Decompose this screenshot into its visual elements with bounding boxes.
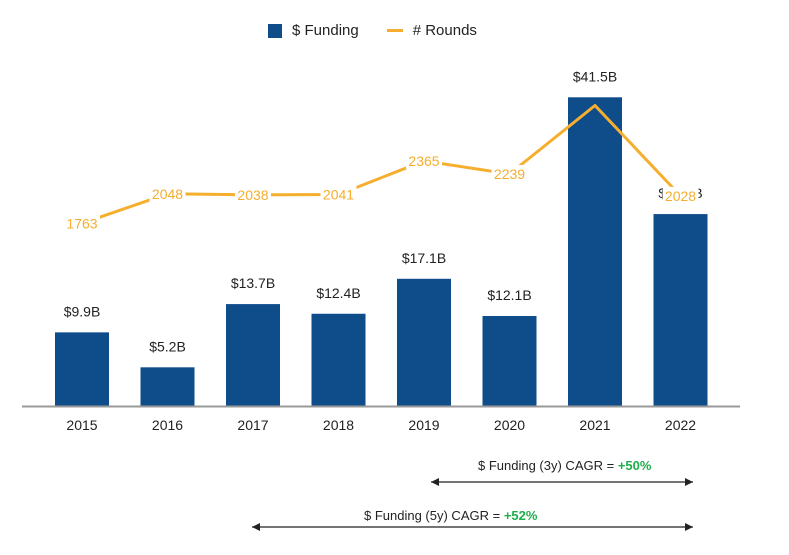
bar-2020 [482, 315, 537, 406]
line-label-2016: 2048 [152, 186, 183, 202]
line-label-bg-2020 [491, 164, 528, 182]
cagr-5y-arrow-head-left [252, 523, 260, 531]
line-label-2022: 2028 [665, 188, 696, 204]
cagr-5y-value: +52% [503, 508, 538, 523]
x-tick-label-2017: 2017 [237, 417, 268, 433]
x-tick-label-2016: 2016 [152, 417, 183, 433]
legend-item-rounds: # Rounds [386, 22, 477, 39]
cagr-3y-arrow-head-left [431, 478, 439, 486]
chart-legend: $ Funding # Rounds [268, 22, 505, 39]
cagr-5y-label: $ Funding (5y) CAGR = [364, 508, 504, 523]
cagr-3y-arrow-head-right [685, 478, 693, 486]
cagr-5y-annotation: $ Funding (5y) CAGR = +52% [364, 508, 537, 523]
x-tick-label-2018: 2018 [323, 417, 354, 433]
bar-2018 [311, 313, 366, 406]
bar-label-2017: $13.7B [231, 275, 275, 291]
cagr-3y-value: +50% [617, 458, 652, 473]
legend-swatch-rounds [386, 29, 403, 32]
bar-label-2020: $12.1B [487, 287, 531, 303]
cagr-3y-label: $ Funding (3y) CAGR = [478, 458, 618, 473]
line-label-2019: 2365 [408, 153, 439, 169]
x-tick-label-2022: 2022 [665, 417, 696, 433]
line-label-bg-2022 [662, 186, 699, 204]
x-tick-label-2021: 2021 [579, 417, 610, 433]
line-label-2017: 2038 [237, 187, 268, 203]
line-label-bg-2016 [149, 184, 186, 202]
bar-2019 [397, 278, 451, 406]
bar-label-2018: $12.4B [316, 285, 360, 301]
cagr-5y-arrow-head-right [685, 523, 693, 531]
line-label-2018: 2041 [323, 187, 354, 203]
bar-label-2021: $41.5B [573, 68, 617, 84]
bar-2022 [653, 214, 708, 406]
bar-label-2016: $5.2B [149, 338, 186, 354]
line-label-2020: 2239 [494, 166, 525, 182]
bar-2017 [226, 304, 280, 406]
legend-label-funding: $ Funding [292, 22, 359, 39]
bar-2015 [55, 332, 109, 406]
bar-label-2015: $9.9B [64, 303, 101, 319]
x-tick-label-2020: 2020 [494, 417, 525, 433]
line-label-bg-2015 [64, 214, 100, 232]
bar-2021 [568, 97, 622, 407]
bar-label-2019: $17.1B [402, 250, 446, 266]
line-label-bg-2017 [235, 185, 271, 203]
line-label-bg-2018 [320, 185, 357, 203]
legend-item-funding: $ Funding [268, 22, 359, 39]
x-tick-label-2019: 2019 [408, 417, 439, 433]
legend-swatch-funding [268, 23, 282, 38]
cagr-3y-annotation: $ Funding (3y) CAGR = +50% [478, 458, 651, 473]
line-label-bg-2019 [406, 151, 442, 169]
legend-label-rounds: # Rounds [412, 22, 477, 39]
bar-2016 [140, 367, 195, 406]
line-label-2015: 1763 [66, 215, 97, 231]
x-tick-label-2015: 2015 [66, 417, 97, 433]
